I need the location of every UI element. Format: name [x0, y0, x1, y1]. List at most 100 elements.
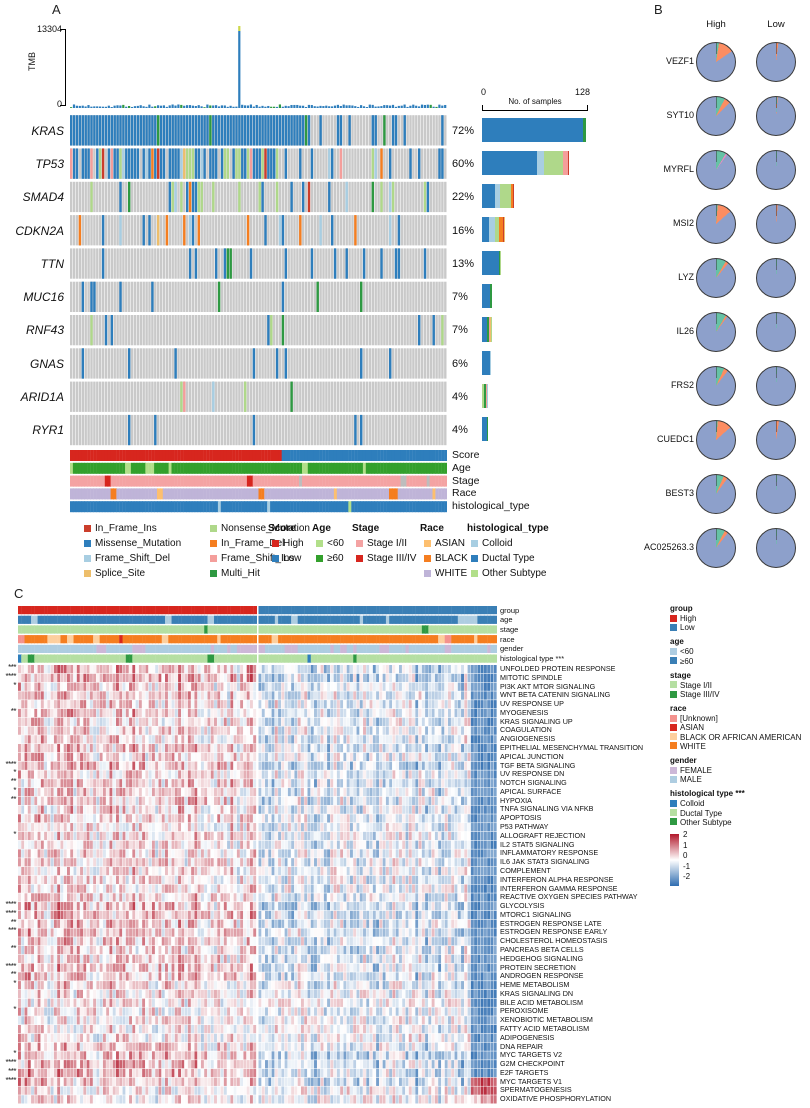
samples-axis-label: No. of samples: [508, 97, 562, 106]
heatmap-legend-header-age: age: [670, 637, 684, 647]
pathway-label-42: ADIPOGENESIS: [500, 1032, 555, 1042]
legend-mutation-In_Frame_Ins-swatch: [84, 524, 91, 532]
legend-Stage-Stage III/IV-swatch: [356, 554, 363, 562]
gene-percent-RYR1: 4%: [452, 424, 468, 437]
bar-segment-Frame_Shift_Del: [489, 217, 496, 242]
heatmap-legend-swatch: [670, 766, 677, 774]
legend-Age-<60-swatch: [316, 539, 323, 547]
legend-histological_type-Other Subtype-swatch: [471, 569, 478, 577]
legend-header-Age: Age: [312, 523, 331, 534]
legend-mutation-Nonsense_Mutation: Nonsense_Mutation: [210, 523, 310, 534]
tmb-axis-max: 13304: [36, 24, 62, 34]
track-label-Age: Age: [452, 461, 471, 474]
pathway-label-15: HYPOXIA: [500, 795, 532, 805]
samples-axis-min: 0: [480, 87, 486, 97]
heatmap-colorbar-tick-1: 1: [683, 840, 688, 850]
pathway-stars-28: ****: [5, 908, 17, 918]
heatmap-legend-item-MALE: MALE: [670, 775, 702, 784]
legend-histological_type-Colloid: Colloid: [471, 538, 513, 549]
pathway-label-16: TNFA SIGNALING VIA NFKB: [500, 804, 594, 814]
legend-mutation-In_Frame_Del: In_Frame_Del: [210, 538, 284, 549]
bar-segment-In_Frame_Del: [510, 184, 513, 209]
heatmap-legend-item-BLACK-OR-AFRICAN-AMERICAN: BLACK OR AFRICAN AMERICAN: [670, 733, 801, 742]
bar-segment-Missense_Mutation: [482, 117, 584, 142]
heatmap-legend-item-Stage-III-IV: Stage III/IV: [670, 690, 720, 699]
pathway-label-20: IL2 STAT5 SIGNALING: [500, 839, 575, 849]
pathway-label-48: SPERMATOGENESIS: [500, 1085, 572, 1095]
pathway-stars-47: ****: [5, 1075, 17, 1085]
bar-segment-Frame_Shift_Del: [488, 317, 490, 342]
hallmark-heatmap-canvas: [18, 665, 497, 1104]
sample-count-bar-RNF43: [482, 317, 588, 342]
pathway-label-28: MTORC1 SIGNALING: [500, 909, 572, 919]
pathway-stars-15: **: [10, 794, 17, 804]
heatmap-legend-swatch: [670, 690, 677, 698]
pathway-label-24: INTERFERON ALPHA RESPONSE: [500, 874, 614, 884]
sample-count-bar-GNAS: [482, 350, 588, 375]
pathway-label-23: COMPLEMENT: [500, 865, 551, 875]
track-label-histological_type: histological_type: [452, 500, 530, 513]
legend-mutation-Splice_Site-swatch: [84, 569, 91, 577]
track-label-Stage: Stage: [452, 474, 480, 487]
heatmap-colorbar-tick-2: 2: [683, 830, 688, 839]
pathway-label-45: G2M CHECKPOINT: [500, 1059, 565, 1069]
gene-percent-ARID1A: 4%: [452, 391, 468, 404]
heatmap-legend-swatch: [670, 723, 677, 731]
pathway-stars-46: ***: [8, 1066, 16, 1076]
pathway-label-29: ESTROGEN RESPONSE LATE: [500, 918, 602, 928]
bar-segment-In_Frame_Ins: [568, 150, 569, 176]
pathway-label-25: INTERFERON GAMMA RESPONSE: [500, 883, 618, 893]
tmb-axis-min: 0: [56, 99, 62, 109]
heatmap-colorbar-tick--2: -2: [683, 872, 691, 881]
legend-mutation-Frame_Shift_Del: Frame_Shift_Del: [84, 553, 170, 564]
bar-segment-Nonsense_Mutation: [500, 184, 511, 209]
pie-high-CUEDC1: [696, 420, 736, 460]
heatmap-legend-swatch: [670, 614, 677, 622]
heatmap-legend-swatch: [670, 809, 677, 817]
legend-mutation-Missense_Mutation: Missense_Mutation: [84, 538, 181, 549]
bar-segment-Frame_Shift_Del: [536, 150, 545, 176]
bar-segment-Missense_Mutation: [482, 317, 487, 342]
legend-header-Stage: Stage: [352, 523, 380, 534]
gene-percent-TP53: 60%: [452, 157, 475, 170]
sample-count-bar-CDKN2A: [482, 217, 588, 242]
heatmap-legend-swatch: [670, 623, 677, 631]
pathway-label-3: WNT BETA CATENIN SIGNALING: [500, 690, 611, 700]
pathway-stars-27: ****: [5, 900, 17, 910]
heatmap-legend-swatch: [670, 799, 677, 807]
legend-Race-WHITE-swatch: [424, 569, 431, 577]
heatmap-legend-item-WHITE: WHITE: [670, 742, 706, 751]
legend-mutation-Frame_Shift_Ins: Frame_Shift_Ins: [210, 553, 294, 564]
legend-histological_type-Colloid-swatch: [471, 539, 478, 547]
sample-count-bar-MUC16: [482, 284, 588, 309]
heatmap-legend-item-High: High: [670, 614, 696, 623]
pie-gene-label-CUEDC1: CUEDC1: [656, 434, 694, 444]
legend-Age-≥60-swatch: [316, 554, 323, 562]
gene-label-RYR1: RYR1: [32, 423, 64, 438]
pie-gene-label-SYT10: SYT10: [666, 110, 694, 120]
pathway-stars-0: ***: [8, 663, 16, 672]
pathway-label-26: REACTIVE OXYGEN SPECIES PATHWAY: [500, 892, 638, 902]
legend-Race-BLACK: BLACK: [424, 553, 468, 564]
gene-percent-GNAS: 6%: [452, 357, 468, 370]
bar-segment-Multi_Hit: [583, 117, 587, 142]
pathway-label-31: CHOLESTEROL HOMEOSTASIS: [500, 936, 608, 946]
legend-Race-ASIAN-swatch: [424, 539, 431, 547]
bar-segment-Frame_Shift_Ins: [563, 150, 569, 176]
pie-low-MYRFL: [756, 150, 796, 190]
pathway-stars-45: ****: [5, 1058, 17, 1068]
gene-percent-TTN: 13%: [452, 257, 475, 270]
gene-label-TTN: TTN: [40, 256, 64, 271]
pathway-label-10: APICAL JUNCTION: [500, 751, 564, 761]
legend-Race-ASIAN: ASIAN: [424, 538, 465, 549]
bar-segment-Multi_Hit: [484, 383, 487, 409]
bar-segment-In_Frame_Del: [499, 217, 503, 242]
bar-segment-Frame_Shift_Ins: [489, 317, 491, 342]
pathway-label-47: MYC TARGETS V1: [500, 1076, 563, 1086]
heatmap-legend-item--60: <60: [670, 647, 694, 656]
pie-gene-label-FRS2: FRS2: [670, 380, 694, 390]
bar-segment-In_Frame_Ins: [512, 184, 514, 209]
pathway-stars-12: *: [13, 768, 16, 778]
legend-Score-High: High: [272, 538, 304, 549]
